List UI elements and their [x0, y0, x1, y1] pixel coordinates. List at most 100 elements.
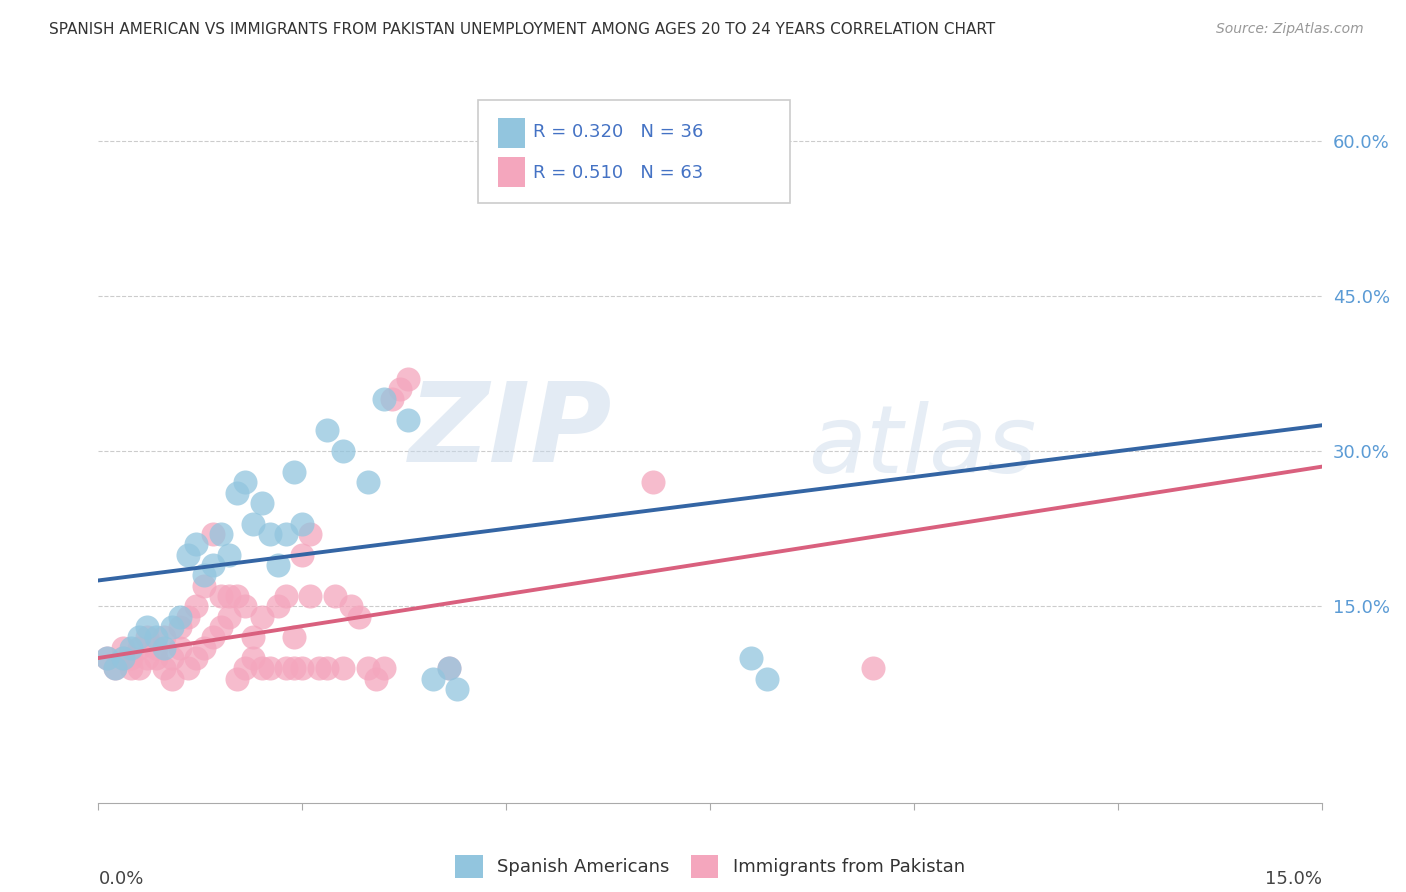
Text: atlas: atlas [808, 401, 1036, 491]
Point [218, 589, 240, 603]
Point [136, 630, 159, 644]
Point [145, 640, 167, 655]
Point [218, 609, 240, 624]
Point [299, 589, 322, 603]
Bar [498, 118, 526, 148]
Point [120, 661, 142, 675]
Point [120, 651, 142, 665]
Point [209, 620, 232, 634]
Point [283, 465, 305, 479]
Point [274, 527, 297, 541]
Point [356, 475, 378, 490]
Point [242, 630, 264, 644]
Point [756, 672, 779, 686]
Point [323, 589, 346, 603]
Point [233, 475, 256, 490]
Point [128, 640, 150, 655]
Point [291, 548, 314, 562]
Point [242, 651, 264, 665]
Point [145, 651, 167, 665]
Point [682, 165, 704, 179]
Point [250, 661, 273, 675]
Text: 0.0%: 0.0% [98, 870, 143, 888]
Point [267, 558, 290, 572]
Point [299, 527, 322, 541]
Point [193, 579, 215, 593]
Point [136, 651, 159, 665]
Point [291, 661, 314, 675]
Point [332, 661, 354, 675]
Point [259, 661, 281, 675]
Point [145, 630, 167, 644]
Point [120, 640, 142, 655]
Legend: Spanish Americans, Immigrants from Pakistan: Spanish Americans, Immigrants from Pakis… [446, 847, 974, 887]
Point [274, 661, 297, 675]
Point [128, 630, 150, 644]
Point [111, 640, 134, 655]
Point [104, 661, 127, 675]
Point [226, 589, 249, 603]
Point [389, 382, 412, 396]
Point [186, 599, 208, 614]
Point [396, 372, 419, 386]
FancyBboxPatch shape [478, 100, 790, 203]
Point [381, 392, 404, 407]
Text: R = 0.320   N = 36: R = 0.320 N = 36 [533, 123, 703, 141]
Point [96, 651, 118, 665]
Point [233, 661, 256, 675]
Point [315, 661, 337, 675]
Point [201, 527, 224, 541]
Point [136, 620, 159, 634]
Point [437, 661, 460, 675]
Point [446, 681, 468, 696]
Point [201, 630, 224, 644]
Point [242, 516, 264, 531]
Text: ZIP: ZIP [409, 378, 612, 485]
Point [218, 548, 240, 562]
Point [128, 661, 150, 675]
Point [356, 661, 378, 675]
Point [422, 672, 444, 686]
Point [315, 424, 337, 438]
Point [111, 651, 134, 665]
Point [364, 672, 387, 686]
Point [226, 485, 249, 500]
Point [274, 589, 297, 603]
Point [160, 620, 183, 634]
Point [111, 651, 134, 665]
Point [291, 516, 314, 531]
Point [169, 640, 191, 655]
Point [226, 672, 249, 686]
Point [186, 651, 208, 665]
Text: Source: ZipAtlas.com: Source: ZipAtlas.com [1216, 22, 1364, 37]
Point [104, 661, 127, 675]
Point [641, 475, 664, 490]
Point [152, 661, 174, 675]
Point [152, 630, 174, 644]
Point [437, 661, 460, 675]
Point [283, 630, 305, 644]
Point [373, 661, 395, 675]
Point [193, 640, 215, 655]
Point [209, 589, 232, 603]
Point [186, 537, 208, 551]
Point [177, 661, 200, 675]
Point [201, 558, 224, 572]
Point [740, 651, 762, 665]
Point [169, 609, 191, 624]
Point [250, 609, 273, 624]
Point [862, 661, 884, 675]
Point [177, 609, 200, 624]
Point [396, 413, 419, 427]
Point [160, 651, 183, 665]
Point [152, 640, 174, 655]
Point [193, 568, 215, 582]
Point [250, 496, 273, 510]
Point [259, 527, 281, 541]
Text: 15.0%: 15.0% [1264, 870, 1322, 888]
Point [96, 651, 118, 665]
Point [373, 392, 395, 407]
Point [160, 672, 183, 686]
Point [177, 548, 200, 562]
Point [340, 599, 363, 614]
